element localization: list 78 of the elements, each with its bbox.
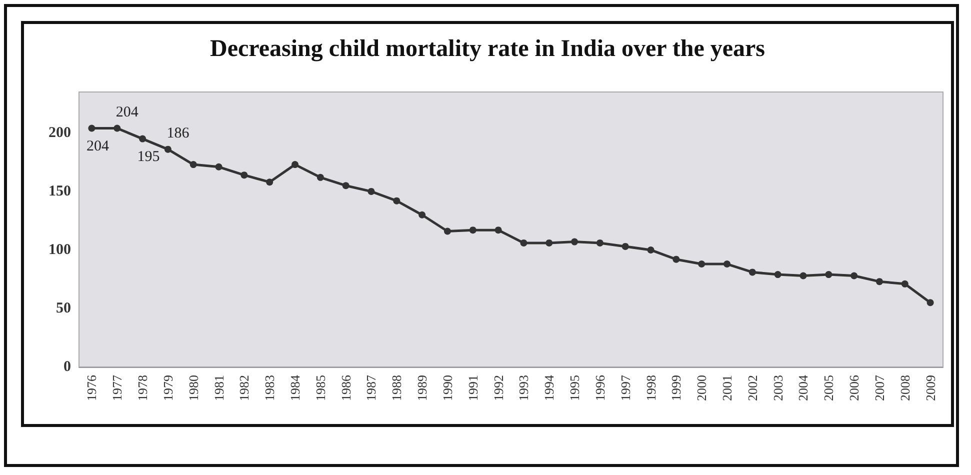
point — [444, 228, 451, 235]
point — [139, 135, 146, 142]
point — [88, 124, 96, 132]
point — [825, 271, 832, 278]
x-tick-label: 1996 — [592, 374, 608, 401]
point — [647, 246, 654, 254]
x-tick-label: 1991 — [465, 375, 480, 401]
point — [672, 256, 680, 263]
y-tick-label: 200 — [48, 124, 71, 141]
x-tick-label: 1993 — [516, 375, 532, 401]
point — [596, 239, 604, 246]
x-tick-label: 2006 — [846, 374, 862, 401]
x-tick-label: 1985 — [312, 375, 328, 401]
y-tick-label: 0 — [64, 359, 71, 375]
y-tick-label: 150 — [48, 183, 71, 200]
x-tick-label: 1979 — [160, 375, 176, 401]
point — [520, 239, 528, 246]
point — [316, 174, 324, 181]
point — [748, 268, 756, 276]
x-tick-label: 1987 — [364, 374, 379, 401]
point — [342, 182, 350, 190]
point — [368, 188, 375, 195]
x-tick-label: 1997 — [618, 374, 633, 401]
point — [164, 146, 172, 153]
point — [469, 226, 476, 234]
point — [292, 161, 298, 168]
point — [724, 260, 730, 268]
point — [494, 226, 502, 234]
point — [876, 278, 883, 286]
point — [190, 161, 197, 168]
point — [571, 238, 578, 246]
x-tick-label: 2003 — [770, 375, 786, 401]
x-tick-label: 1986 — [338, 374, 354, 401]
data-label: 204 — [86, 138, 110, 154]
point — [901, 280, 908, 288]
x-tick-label: 1989 — [414, 375, 430, 401]
x-tick-label: 1978 — [135, 375, 150, 401]
y-tick-label: 100 — [48, 242, 71, 258]
x-tick-label: 2007 — [872, 374, 887, 401]
x-tick-label: 2002 — [744, 375, 760, 401]
x-tick-label: 2005 — [821, 375, 836, 401]
point — [393, 197, 400, 204]
point — [774, 271, 782, 278]
x-tick-label: 1994 — [542, 374, 557, 401]
point — [114, 124, 121, 132]
y-tick-label: 50 — [56, 300, 71, 316]
x-tick-label: 1980 — [186, 375, 201, 401]
point — [800, 272, 807, 280]
point — [622, 242, 629, 250]
point — [266, 178, 274, 186]
point — [215, 163, 222, 170]
data-label: 186 — [166, 125, 190, 142]
x-tick-label: 1999 — [668, 375, 684, 401]
x-tick-label: 2009 — [922, 375, 938, 401]
data-label: 204 — [116, 104, 139, 120]
x-tick-label: 1977 — [110, 374, 125, 401]
x-tick-label: 1998 — [643, 375, 658, 401]
x-tick-label: 1990 — [440, 375, 455, 401]
x-tick-label: 1982 — [236, 375, 252, 401]
x-tick-label: 2008 — [897, 375, 912, 401]
point — [926, 299, 934, 306]
x-tick-label: 2004 — [796, 374, 811, 401]
x-tick-label: 1995 — [567, 375, 582, 401]
x-tick-label: 1992 — [490, 375, 506, 401]
point — [240, 172, 248, 179]
x-tick-label: 1976 — [84, 374, 100, 401]
data-label: 195 — [137, 148, 160, 165]
x-tick-label: 1988 — [389, 375, 404, 401]
point — [418, 211, 426, 218]
x-tick-label: 1983 — [262, 375, 278, 401]
point — [546, 239, 553, 246]
x-tick-label: 1984 — [288, 374, 302, 401]
point — [850, 272, 858, 280]
chart-title: Decreasing child mortality rate in India over the years — [210, 36, 766, 62]
point — [698, 260, 706, 268]
x-tick-label: 2001 — [720, 375, 734, 401]
x-tick-label: 1981 — [211, 375, 226, 401]
x-tick-label: 2000 — [694, 375, 710, 401]
